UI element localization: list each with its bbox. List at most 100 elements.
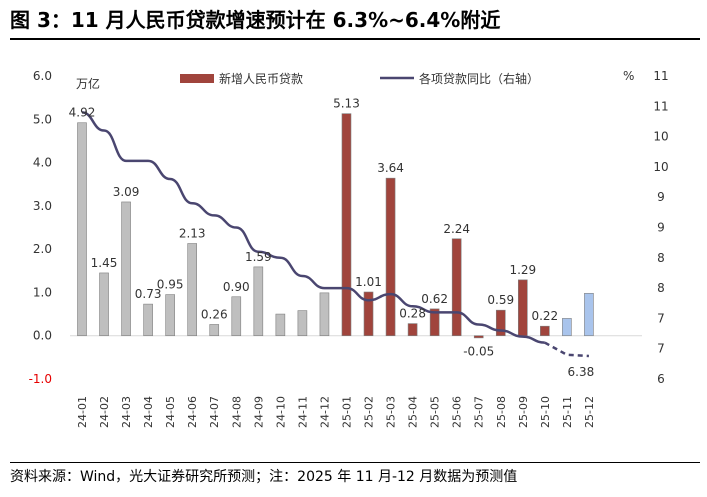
left-tick-label: 1.0: [33, 285, 52, 299]
title-divider: [10, 38, 700, 40]
bar-label-24-02: 1.45: [91, 256, 118, 270]
right-axis-unit: %: [623, 69, 634, 83]
x-label-25-08: 25-08: [495, 396, 508, 428]
x-label-24-05: 24-05: [164, 396, 177, 428]
bar-label-25-07: -0.05: [463, 345, 494, 359]
legend-swatch-bar: [180, 74, 214, 83]
right-tick-label: 9: [657, 190, 665, 204]
bar-label-25-10: 0.22: [531, 309, 558, 323]
x-label-25-03: 25-03: [385, 396, 398, 428]
left-axis-ticks: 6.0 5.0 4.0 3.0 2.0 1.0 0.0 -1.0: [29, 69, 52, 386]
bar-25-04: [407, 323, 418, 337]
x-label-24-02: 24-02: [98, 396, 111, 428]
bar-25-06: [451, 238, 462, 337]
bar-label-25-02: 1.01: [355, 275, 382, 289]
left-tick-label: 4.0: [33, 156, 52, 170]
legend-label-line: 各项贷款同比（右轴）: [419, 71, 539, 86]
bar-24-12: [319, 292, 330, 337]
x-label-24-03: 24-03: [120, 396, 133, 428]
bar-label-24-07: 0.26: [201, 307, 228, 321]
bar-25-12: [584, 292, 594, 337]
right-tick-label: 10: [653, 160, 668, 174]
x-label-25-02: 25-02: [363, 396, 376, 428]
bar-label-25-09: 1.29: [509, 263, 536, 277]
source-note: 资料来源：Wind，光大证券研究所预测；注：2025 年 11 月-12 月数据…: [10, 469, 518, 485]
left-tick-label: 2.0: [33, 242, 52, 256]
right-axis-ticks: 11 11 10 10 9 9 8 8 7 7 6: [653, 69, 668, 386]
right-tick-label: 11: [653, 69, 668, 83]
left-tick-label: 3.0: [33, 199, 52, 213]
left-tick-label: -1.0: [29, 372, 52, 386]
x-label-25-06: 25-06: [451, 396, 464, 428]
bar-label-25-03: 3.64: [377, 161, 404, 175]
x-label-25-11: 25-11: [561, 396, 574, 428]
bar-series: [77, 113, 594, 339]
x-label-24-12: 24-12: [318, 396, 331, 428]
right-tick-label: 10: [653, 130, 668, 144]
bar-24-03: [121, 201, 131, 337]
bar-label-24-03: 3.09: [113, 185, 140, 199]
bar-24-07: [209, 324, 220, 337]
bar-25-02: [363, 291, 374, 337]
x-label-25-07: 25-07: [473, 396, 486, 428]
bar-24-04: [143, 303, 153, 337]
bar-label-24-09: 1.59: [245, 250, 272, 264]
bar-25-01: [341, 113, 352, 337]
x-label-24-10: 24-10: [274, 396, 287, 428]
x-label-25-05: 25-05: [429, 396, 442, 428]
bar-25-09: [517, 279, 528, 337]
right-tick-label: 7: [657, 311, 665, 325]
left-axis-unit: 万亿: [76, 76, 100, 91]
x-label-24-07: 24-07: [208, 396, 221, 428]
bar-label-25-06: 2.24: [443, 222, 470, 236]
x-label-24-06: 24-06: [186, 396, 199, 428]
bar-24-05: [165, 294, 175, 337]
right-tick-label: 8: [657, 281, 665, 295]
right-tick-label: 8: [657, 251, 665, 265]
bar-25-07: [473, 335, 484, 339]
loan-growth-line: [81, 111, 545, 344]
bar-label-24-04: 0.73: [135, 287, 162, 301]
bar-25-05: [429, 308, 440, 337]
bar-24-10: [275, 313, 286, 337]
bar-25-08: [495, 309, 506, 337]
x-label-24-11: 24-11: [296, 396, 309, 428]
bar-24-01: [77, 122, 87, 337]
loan-chart: 6.0 5.0 4.0 3.0 2.0 1.0 0.0 -1.0 11 11 10 10 9 9 8 8 7 7…: [29, 69, 669, 428]
loan-growth-forecast-line: [544, 341, 589, 358]
bar-24-06: [187, 243, 197, 337]
right-tick-label: 11: [653, 99, 668, 113]
right-tick-label: 6: [657, 372, 665, 386]
x-label-25-01: 25-01: [340, 396, 353, 428]
bar-label-25-08: 0.59: [487, 293, 514, 307]
bar-label-24-06: 2.13: [179, 227, 206, 241]
bar-label-25-01: 5.13: [333, 97, 360, 111]
bar-25-11: [562, 318, 572, 337]
right-tick-label: 9: [657, 221, 665, 235]
x-axis-labels: 24-01 24-02 24-03 24-04 24-05 24-06 24-07 24-08…: [76, 396, 596, 428]
bar-24-02: [99, 272, 109, 337]
bar-label-25-05: 0.62: [421, 292, 448, 306]
chart-legend: 新增人民币贷款 各项贷款同比（右轴）: [180, 71, 539, 86]
bar-label-24-08: 0.90: [223, 280, 250, 294]
x-label-25-09: 25-09: [517, 396, 530, 428]
left-tick-label: 6.0: [33, 69, 52, 83]
right-tick-label: 7: [657, 342, 665, 356]
bar-label-24-01: 4.92: [69, 106, 96, 120]
footer-divider: [10, 462, 700, 463]
bar-24-08: [231, 296, 242, 337]
x-label-25-04: 25-04: [407, 396, 420, 428]
left-tick-label: 5.0: [33, 112, 52, 126]
legend-label-bar: 新增人民币贷款: [219, 71, 303, 86]
bar-label-24-05: 0.95: [157, 278, 184, 292]
bar-25-10: [540, 325, 550, 337]
line-end-label: 6.38: [568, 365, 595, 379]
bar-25-03: [385, 177, 396, 337]
line-series-group: 6.38: [81, 111, 595, 379]
bar-24-09: [253, 266, 264, 337]
bar-data-labels: 4.92 1.45 3.09 0.730.95 2.13 0.26 0.90 1.59 5.13…: [69, 97, 559, 359]
left-tick-label: 0.0: [33, 329, 52, 343]
x-label-24-09: 24-09: [252, 396, 265, 428]
x-label-24-08: 24-08: [230, 396, 243, 428]
bar-label-25-04: 0.28: [399, 307, 426, 321]
